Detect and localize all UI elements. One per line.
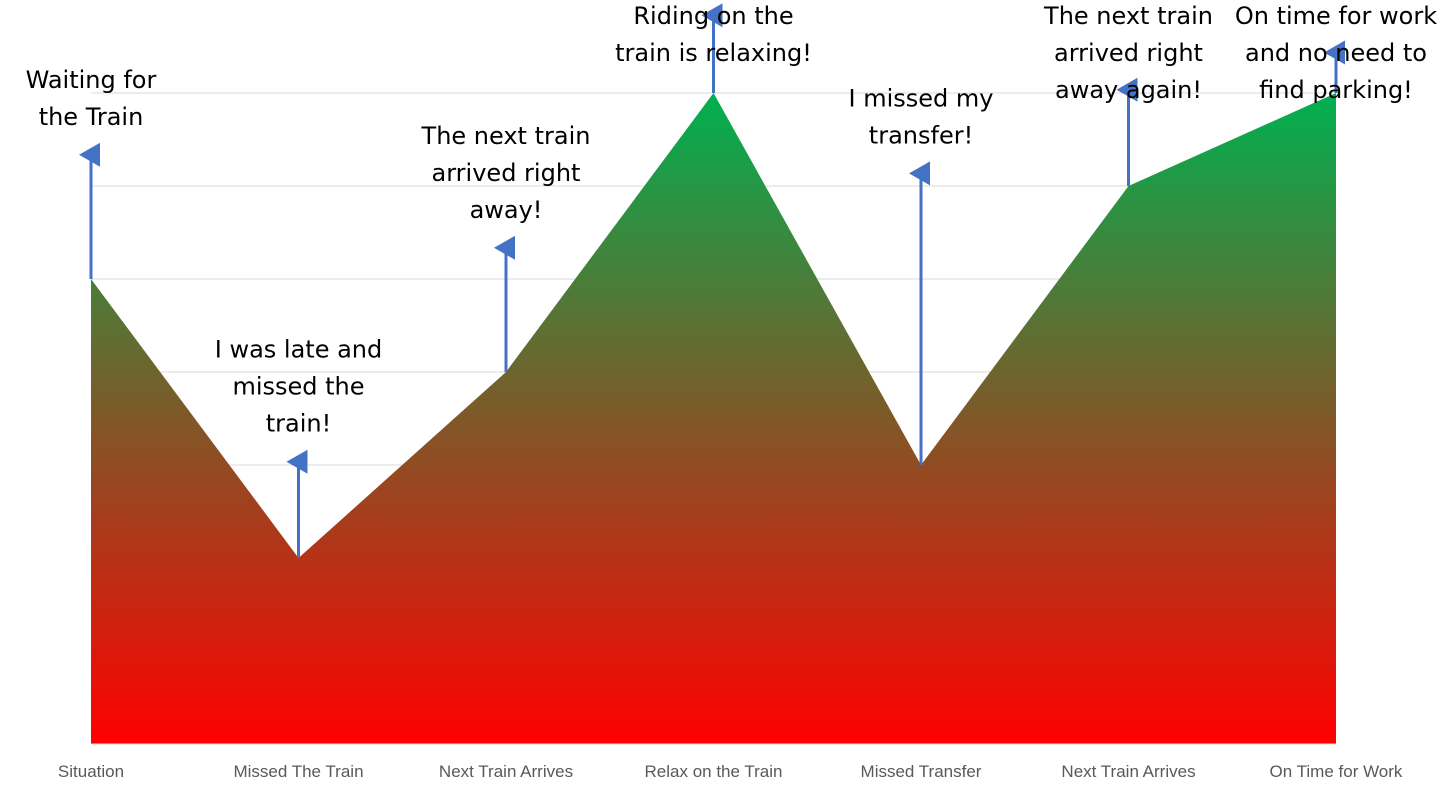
area-series xyxy=(91,93,1336,744)
annotation-line: missed the xyxy=(232,373,364,401)
annotation-line: away! xyxy=(470,196,543,224)
annotation-line: The next train xyxy=(421,122,591,150)
x-tick-label: Next Train Arrives xyxy=(439,762,573,781)
annotation-label: On time for work and no need to find parki… xyxy=(1235,2,1437,104)
annotation-line: Riding on the xyxy=(633,2,793,30)
annotation-label: Waiting for the Train xyxy=(26,66,157,131)
annotation-line: arrived right xyxy=(432,159,581,187)
x-tick-label: Relax on the Train xyxy=(645,762,783,781)
annotations: Waiting for the Train I was late and missed… xyxy=(26,2,1438,438)
annotation-label: The next train arrived right away! xyxy=(421,122,591,224)
annotation-line: On time for work xyxy=(1235,2,1437,30)
annotation-line: arrived right xyxy=(1054,39,1203,67)
annotation-line: and no need to xyxy=(1245,39,1427,67)
annotation-line: away again! xyxy=(1055,76,1202,104)
annotation-label: I was late and missed the train! xyxy=(215,336,383,438)
x-tick-label: On Time for Work xyxy=(1270,762,1403,781)
x-tick-label: Missed The Train xyxy=(233,762,363,781)
annotation-label: I missed my transfer! xyxy=(849,84,994,149)
annotation-line: transfer! xyxy=(869,121,973,149)
plot-area xyxy=(91,93,1336,745)
annotation-line: the Train xyxy=(39,103,144,131)
annotation-line: I missed my xyxy=(849,84,994,112)
annotation-line: I was late and xyxy=(215,336,383,364)
x-tick-label: Situation xyxy=(58,762,124,781)
annotation-line: train is relaxing! xyxy=(615,39,812,67)
annotation-line: The next train xyxy=(1043,2,1213,30)
x-tick-label: Missed Transfer xyxy=(861,762,982,781)
x-axis-tick-labels: Situation Missed The Train Next Train Arri… xyxy=(58,762,1403,781)
annotation-line: find parking! xyxy=(1259,76,1413,104)
x-tick-label: Next Train Arrives xyxy=(1061,762,1195,781)
annotation-label: The next train arrived right away again! xyxy=(1043,2,1213,104)
annotation-line: Waiting for xyxy=(26,66,157,94)
annotation-label: Riding on the train is relaxing! xyxy=(615,2,812,67)
annotation-arrows xyxy=(79,3,1345,558)
annotation-line: train! xyxy=(266,410,331,438)
